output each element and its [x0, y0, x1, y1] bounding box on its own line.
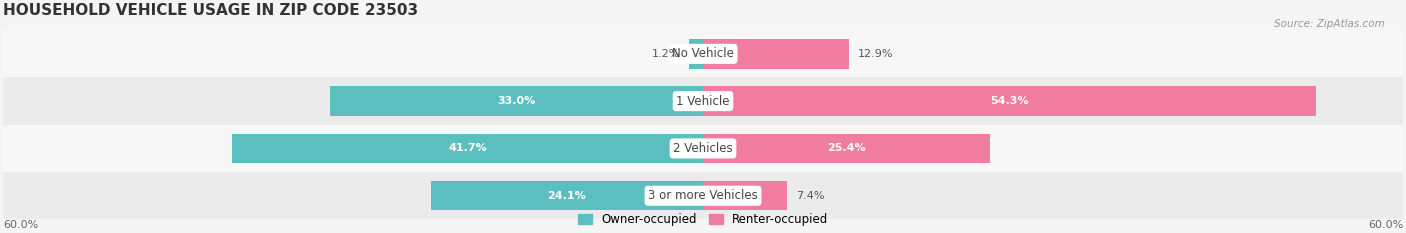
Bar [3, 30, 1403, 78]
Bar [3, 78, 1403, 125]
Text: Source: ZipAtlas.com: Source: ZipAtlas.com [1274, 19, 1385, 29]
Text: 60.0%: 60.0% [3, 220, 38, 230]
Bar [703, 181, 786, 210]
Text: 7.4%: 7.4% [796, 191, 824, 201]
Text: No Vehicle: No Vehicle [672, 47, 734, 60]
Text: 41.7%: 41.7% [449, 144, 486, 154]
Bar [703, 39, 849, 69]
Bar [330, 86, 703, 116]
Text: 1.2%: 1.2% [652, 49, 681, 59]
Text: 2 Vehicles: 2 Vehicles [673, 142, 733, 155]
Legend: Owner-occupied, Renter-occupied: Owner-occupied, Renter-occupied [572, 208, 834, 231]
Bar [689, 39, 703, 69]
Bar [703, 134, 990, 163]
Text: 12.9%: 12.9% [858, 49, 893, 59]
Text: 24.1%: 24.1% [547, 191, 586, 201]
Text: 33.0%: 33.0% [498, 96, 536, 106]
Text: 1 Vehicle: 1 Vehicle [676, 95, 730, 108]
Text: 60.0%: 60.0% [1368, 220, 1403, 230]
Text: 3 or more Vehicles: 3 or more Vehicles [648, 189, 758, 202]
Text: 25.4%: 25.4% [827, 144, 866, 154]
Text: 54.3%: 54.3% [990, 96, 1029, 106]
Bar [703, 86, 1316, 116]
Text: HOUSEHOLD VEHICLE USAGE IN ZIP CODE 23503: HOUSEHOLD VEHICLE USAGE IN ZIP CODE 2350… [3, 3, 418, 18]
Bar [232, 134, 703, 163]
Bar [3, 125, 1403, 172]
Bar [3, 172, 1403, 219]
Bar [430, 181, 703, 210]
